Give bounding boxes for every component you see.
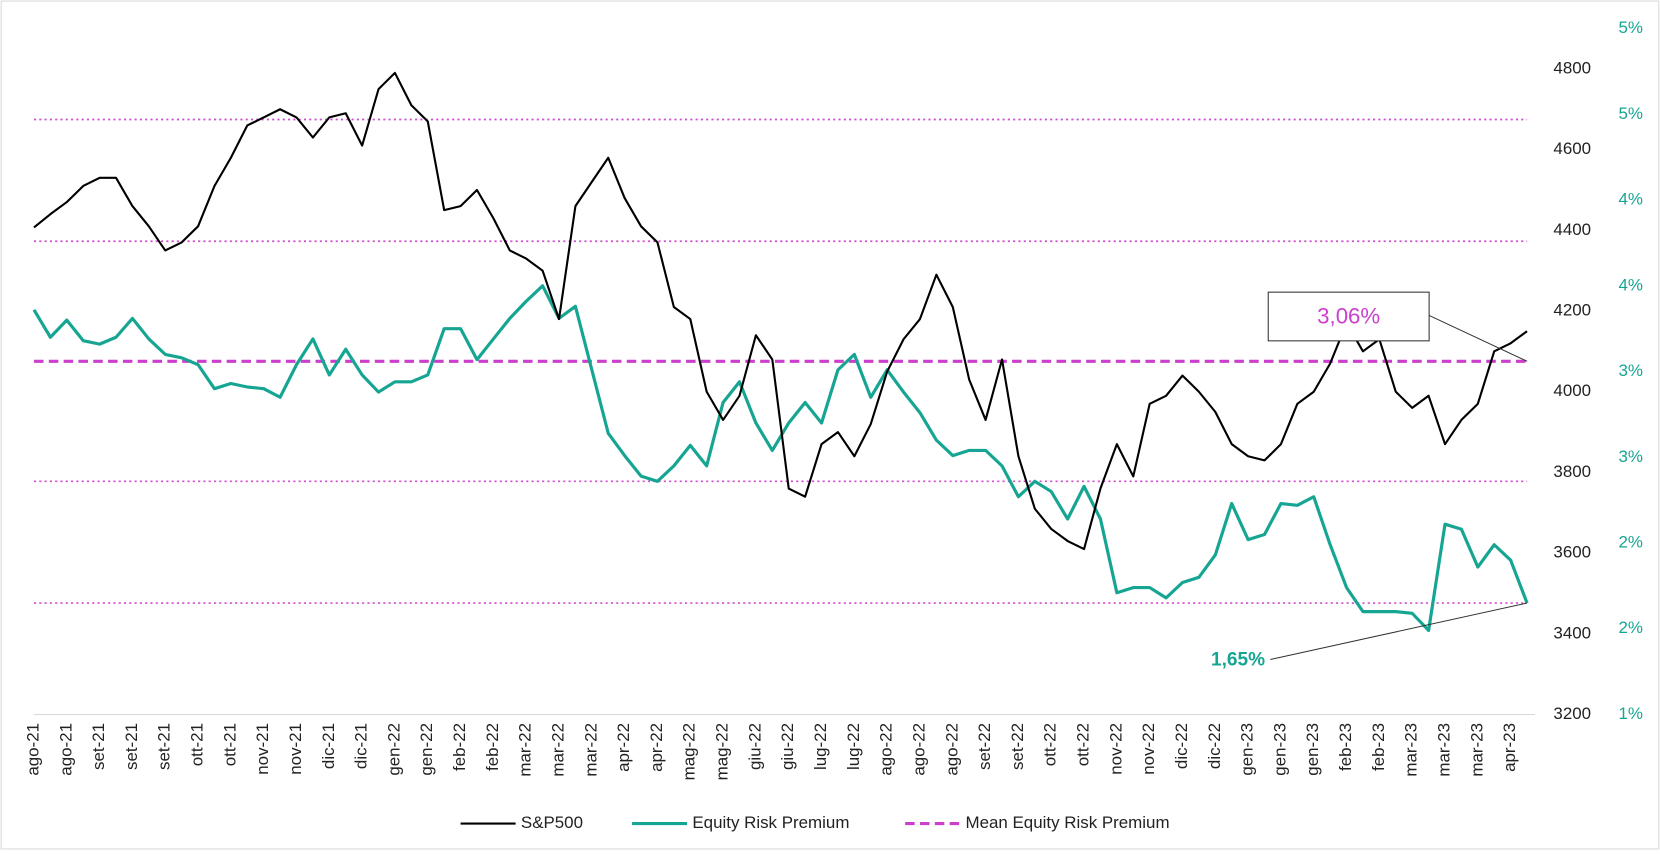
x-tick-label: lug-22 [844,723,863,770]
y2-tick-label: 4% [1618,190,1642,209]
x-tick-label: apr-22 [614,723,633,772]
x-tick-label: giu-22 [745,723,764,770]
y-tick-label: 4600 [1553,139,1591,158]
x-tick-label: nov-22 [1106,723,1125,775]
x-tick-label: nov-21 [286,723,305,775]
x-tick-label: dic-22 [1205,723,1224,769]
x-tick-label: ago-21 [56,723,75,776]
x-tick-label: ott-21 [220,723,239,766]
legend-label: S&P500 [521,813,583,832]
y2-tick-label: 5% [1618,18,1642,37]
x-tick-label: mar-23 [1434,723,1453,777]
x-tick-label: ott-22 [1041,723,1060,766]
x-tick-label: ago-22 [942,723,961,776]
x-tick-label: gen-23 [1303,723,1322,776]
legend-label: Mean Equity Risk Premium [965,813,1169,832]
y2-tick-label: 4% [1618,275,1642,294]
x-tick-label: mar-22 [516,723,535,777]
x-tick-label: set-21 [122,723,141,770]
x-tick-label: set-22 [1008,723,1027,770]
x-tick-label: apr-22 [647,723,666,772]
x-tick-label: set-21 [155,723,174,770]
y2-tick-label: 5% [1618,104,1642,123]
x-tick-label: dic-22 [1172,723,1191,769]
y-tick-label: 3400 [1553,623,1591,642]
x-tick-label: ago-21 [23,723,42,776]
series-line [32,284,1529,633]
y2-tick-label: 2% [1618,618,1642,637]
y2-tick-label: 2% [1618,532,1642,551]
legend-label: Equity Risk Premium [692,813,849,832]
x-tick-label: nov-22 [1139,723,1158,775]
x-tick-label: mar-22 [548,723,567,777]
x-tick-label: feb-23 [1336,723,1355,771]
x-tick-label: feb-22 [483,723,502,771]
x-tick-label: ott-22 [1074,723,1093,766]
x-tick-label: set-21 [89,723,108,770]
x-tick-label: mar-22 [581,723,600,777]
y-tick-label: 3200 [1553,704,1591,723]
x-tick-label: feb-22 [450,723,469,771]
series-line [33,71,1528,551]
annotation-leader [1428,314,1528,362]
x-tick-label: apr-23 [1500,723,1519,772]
x-tick-label: mag-22 [680,723,699,780]
x-tick-label: ago-22 [909,723,928,776]
annotation-box [1267,291,1430,342]
x-tick-label: ott-21 [188,723,207,766]
y-tick-label: 3800 [1553,462,1591,481]
x-tick-label: gen-22 [384,723,403,776]
y2-tick-label: 1% [1618,704,1642,723]
x-tick-label: giu-22 [778,723,797,770]
y2-tick-label: 3% [1618,361,1642,380]
y-tick-label: 3600 [1553,543,1591,562]
x-tick-label: ago-22 [877,723,896,776]
x-tick-label: gen-23 [1270,723,1289,776]
y-tick-label: 4200 [1553,300,1591,319]
annotation-label: 1,65% [1211,650,1265,671]
y-tick-label: 4800 [1553,58,1591,77]
x-tick-label: dic-21 [319,723,338,769]
x-tick-label: lug-22 [811,723,830,770]
x-tick-label: nov-21 [253,723,272,775]
annotation-leader [1270,602,1528,660]
x-tick-label: gen-22 [417,723,436,776]
x-tick-label: set-22 [975,723,994,770]
x-tick-label: gen-23 [1238,723,1257,776]
x-tick-label: mag-22 [713,723,732,780]
y-tick-label: 4000 [1553,381,1591,400]
x-tick-label: feb-23 [1369,723,1388,771]
x-tick-label: mar-23 [1402,723,1421,777]
x-tick-label: dic-21 [352,723,371,769]
y2-tick-label: 3% [1618,447,1642,466]
x-tick-label: mar-23 [1467,723,1486,777]
y-tick-label: 4400 [1553,220,1591,239]
annotation-label: 3,06% [1317,303,1380,328]
